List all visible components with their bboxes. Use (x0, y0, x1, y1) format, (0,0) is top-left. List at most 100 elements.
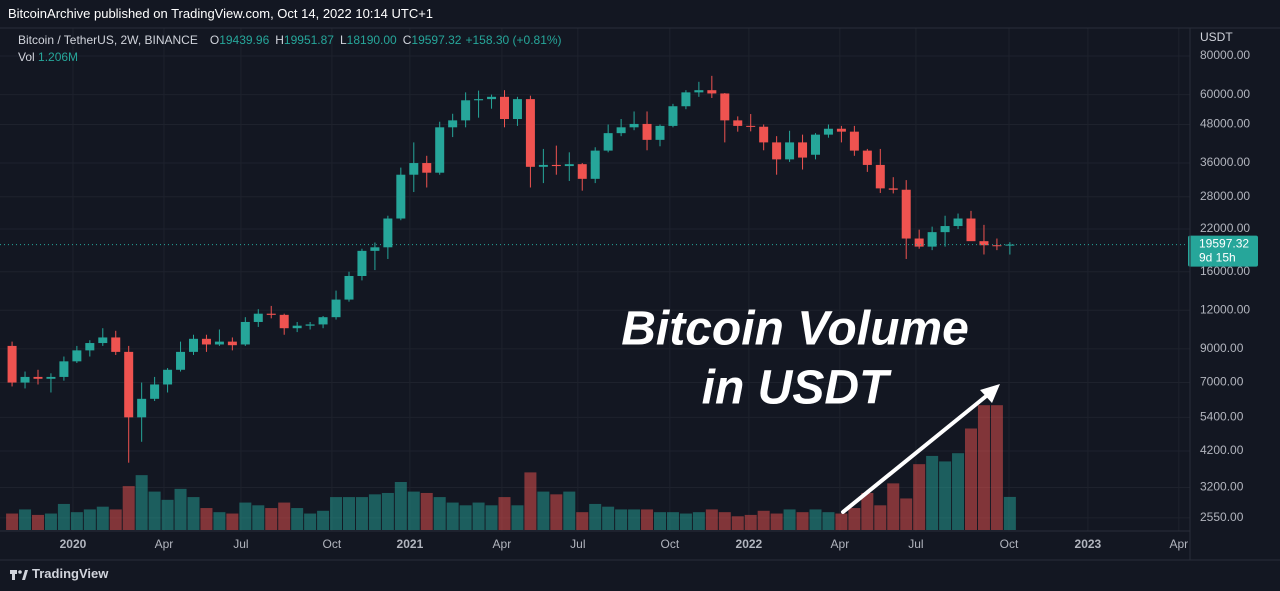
volume-bar (990, 405, 1003, 530)
candle-body (642, 123, 652, 140)
candle-body (836, 128, 846, 132)
y-tick-label: 22000.00 (1200, 221, 1250, 235)
candle-body (46, 376, 56, 379)
candle-body (137, 398, 147, 418)
x-tick-label: Apr (155, 537, 174, 551)
x-tick-label: Apr (1170, 537, 1189, 551)
legend-volume-row: Vol 1.206M (18, 49, 566, 66)
candle-body (253, 313, 263, 322)
y-tick-label: 28000.00 (1200, 189, 1250, 203)
volume-bar (472, 502, 485, 530)
symbol: Bitcoin / TetherUS, 2W, BINANCE (18, 33, 198, 47)
change: +158.30 (+0.81%) (465, 33, 562, 47)
volume-bar (342, 497, 355, 530)
candle-body (383, 218, 393, 248)
candle-body (629, 123, 639, 128)
candle-body (499, 96, 509, 120)
volume-bar (433, 497, 446, 530)
candle-body (551, 164, 561, 167)
volume-bar (874, 505, 887, 530)
y-tick-label: 36000.00 (1200, 155, 1250, 169)
y-tick-label: 60000.00 (1200, 87, 1250, 101)
ohlc-value: 19951.87 (283, 33, 334, 47)
volume-bar (368, 494, 381, 530)
candle-body (875, 164, 885, 189)
x-tick-label: Jul (908, 537, 923, 551)
volume-bar (109, 509, 122, 530)
candle-body (966, 218, 976, 242)
footer-brand: TradingView (32, 566, 109, 581)
x-tick-label: Jul (570, 537, 585, 551)
candle-body (124, 351, 134, 418)
volume-bar (252, 505, 265, 530)
candle-body (733, 120, 743, 126)
volume-value: 1.206M (38, 50, 79, 64)
x-tick-label: Apr (493, 537, 512, 551)
candle-body (759, 126, 769, 143)
candle-body (785, 142, 795, 160)
y-tick-label: 48000.00 (1200, 117, 1250, 131)
candle-body (849, 131, 859, 151)
logo-part (12, 570, 15, 580)
volume-bar (148, 491, 161, 530)
volume-bar (174, 488, 187, 530)
candle-body (357, 250, 367, 277)
volume-bar (511, 505, 524, 530)
volume-bar (498, 497, 511, 530)
candle-body (577, 164, 587, 179)
candle-body (318, 317, 328, 325)
volume-bar (330, 497, 343, 530)
candle-body (862, 150, 872, 165)
x-tick-label: Oct (1000, 537, 1019, 551)
volume-bar (304, 513, 317, 530)
chart-background (0, 28, 1280, 560)
candle-body (163, 369, 173, 385)
candle-body (810, 134, 820, 155)
candle-body (474, 99, 484, 101)
y-tick-label: 5400.00 (1200, 410, 1244, 424)
volume-bar (291, 508, 304, 530)
candle-body (331, 299, 341, 318)
volume-bar (1003, 496, 1016, 530)
x-tick-label: Oct (323, 537, 342, 551)
y-tick-label: 16000.00 (1200, 264, 1250, 278)
annotation-line-1: Bitcoin Volume (621, 303, 969, 356)
volume-bar (31, 514, 44, 530)
candle-body (59, 361, 69, 377)
candle-body (1005, 244, 1015, 246)
y-tick-label: 4200.00 (1200, 443, 1244, 457)
volume-bar (926, 455, 939, 530)
volume-bar (213, 512, 226, 530)
last-price-label: 19597.32 (1199, 237, 1249, 251)
candle-body (487, 96, 497, 100)
candle-body (344, 276, 354, 300)
candle-body (707, 90, 717, 94)
candle-body (914, 238, 924, 247)
volume-bar (744, 514, 757, 530)
volume-bar (887, 483, 900, 530)
candle-body (435, 127, 445, 173)
volume-bar (835, 513, 848, 530)
candle-body (798, 142, 808, 158)
ohlc-value: 19597.32 (411, 33, 462, 47)
candle-body (448, 120, 458, 128)
volume-bar (770, 513, 783, 530)
candle-body (888, 188, 898, 190)
annotation-line-2: in USDT (702, 362, 892, 415)
candle-body (668, 106, 678, 126)
candle-body (422, 163, 432, 173)
candle-body (409, 163, 419, 175)
candle-body (720, 93, 730, 121)
volume-bar (317, 510, 330, 530)
candle-body (694, 90, 704, 93)
candle-body (655, 125, 665, 140)
volume-bar (407, 491, 420, 530)
volume-bar (200, 508, 213, 530)
candle-body (292, 325, 302, 329)
tradingview-logo (10, 570, 28, 580)
volume-bar (96, 506, 109, 530)
volume-bar (355, 497, 368, 530)
volume-bar (226, 513, 239, 530)
annotation-arrow (841, 391, 992, 514)
volume-name: Vol (18, 50, 35, 64)
